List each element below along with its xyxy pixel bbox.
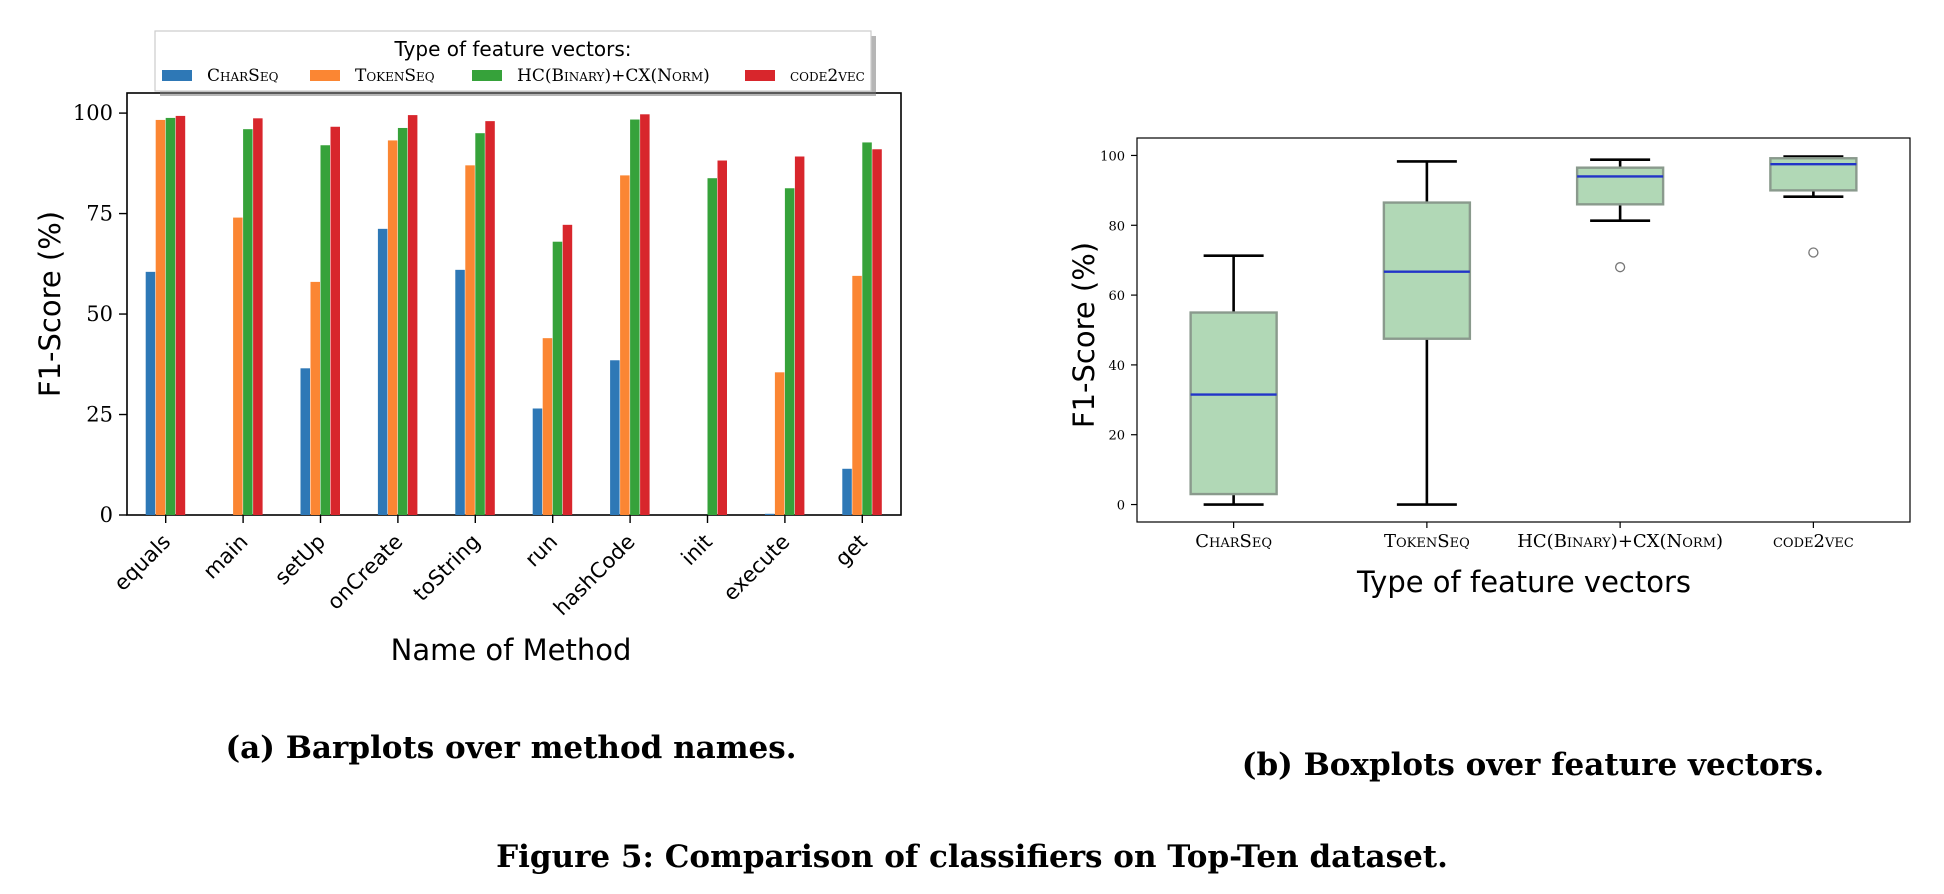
figure-caption: Figure 5: Comparison of classifiers on T… bbox=[496, 839, 1448, 875]
bar bbox=[542, 338, 553, 515]
box-x-tick-label: code2vec bbox=[1773, 531, 1854, 552]
box-y-axis-label: F1-Score (%) bbox=[1067, 242, 1101, 428]
bar bbox=[387, 140, 398, 516]
box-y-tick-label: 20 bbox=[1108, 429, 1125, 444]
box-outlier bbox=[1808, 247, 1819, 258]
bar bbox=[764, 513, 775, 515]
bar-y-tick-label: 25 bbox=[86, 403, 113, 427]
box-y-tick-label: 0 bbox=[1117, 499, 1125, 514]
bar-legend: Type of feature vectors: CharSeq TokenSeq… bbox=[154, 30, 876, 96]
legend-label: CharSeq bbox=[207, 66, 279, 86]
bar bbox=[407, 115, 418, 515]
bar-marks bbox=[145, 114, 882, 516]
bar-x-tick-label: onCreate bbox=[323, 530, 408, 615]
box-y-tick-label: 100 bbox=[1100, 149, 1125, 164]
bar bbox=[842, 468, 852, 515]
bar bbox=[145, 271, 156, 515]
bar bbox=[562, 224, 573, 515]
bar bbox=[300, 368, 310, 515]
bar bbox=[165, 117, 176, 516]
bar bbox=[310, 281, 320, 515]
box-x-tick-label: HC(Binary)+CX(Norm) bbox=[1517, 531, 1723, 552]
bar-x-tick-label: equals bbox=[109, 530, 175, 596]
bar bbox=[552, 241, 563, 515]
bar-legend-title: Type of feature vectors: bbox=[393, 37, 631, 61]
bar bbox=[243, 129, 253, 515]
bar bbox=[320, 145, 330, 515]
bar-x-tick-label: run bbox=[520, 530, 562, 572]
bar-x-tick-label: setUp bbox=[270, 530, 330, 590]
box-group bbox=[1189, 254, 1278, 506]
bar bbox=[620, 175, 630, 515]
bar bbox=[610, 360, 620, 515]
bar-y-tick-label: 0 bbox=[100, 503, 113, 527]
bar-x-tick-label: execute bbox=[719, 530, 795, 606]
bar bbox=[485, 121, 495, 515]
box-outlier bbox=[1614, 262, 1626, 273]
box-iqr bbox=[1189, 311, 1278, 496]
bar bbox=[377, 228, 388, 515]
box-x-tick-label: CharSeq bbox=[1195, 531, 1272, 552]
bar bbox=[532, 408, 543, 515]
panel-a-caption: (a) Barplots over method names. bbox=[226, 730, 797, 766]
bar bbox=[233, 217, 243, 516]
box-y-axis: 0 20 40 60 80 100 bbox=[1100, 149, 1137, 514]
legend-swatch bbox=[745, 70, 775, 81]
legend-label: TokenSeq bbox=[355, 66, 435, 86]
box-group bbox=[1575, 158, 1665, 273]
bar-y-tick-label: 100 bbox=[73, 101, 113, 125]
legend-label: code2vec bbox=[790, 66, 865, 86]
bar bbox=[155, 119, 166, 516]
bar bbox=[455, 269, 465, 515]
bar bbox=[475, 133, 485, 515]
bar bbox=[774, 372, 785, 515]
bar bbox=[330, 126, 340, 515]
bar-x-tick-label: hashCode bbox=[549, 530, 640, 621]
bar bbox=[852, 275, 862, 515]
bar-x-tick-label: toString bbox=[409, 530, 485, 606]
box-x-axis: CharSeq TokenSeq HC(Binary)+CX(Norm) code2v… bbox=[1195, 522, 1854, 552]
bar bbox=[397, 127, 408, 516]
bar bbox=[253, 118, 263, 515]
bar bbox=[640, 114, 650, 515]
box-y-tick-label: 40 bbox=[1108, 359, 1125, 374]
box-plot-panel: 0 20 40 60 80 100 CharSeq TokenSeq HC(Binary)+C… bbox=[1067, 137, 1911, 599]
panel-b-caption: (b) Boxplots over feature vectors. bbox=[1242, 747, 1824, 783]
bar-y-axis-label: F1-Score (%) bbox=[33, 211, 67, 397]
bar bbox=[872, 149, 882, 515]
bar bbox=[175, 115, 186, 515]
bar bbox=[784, 188, 795, 515]
bar bbox=[794, 156, 805, 515]
bar-y-axis: 0 25 50 75 100 bbox=[73, 101, 127, 527]
legend-label: HC(Binary)+CX(Norm) bbox=[517, 66, 710, 86]
box-group bbox=[1382, 160, 1472, 506]
bar bbox=[630, 119, 640, 516]
box-marks bbox=[1189, 155, 1858, 506]
box-plot-frame bbox=[1136, 137, 1911, 523]
bar bbox=[465, 165, 475, 516]
bar bbox=[717, 160, 727, 515]
bar bbox=[707, 178, 717, 516]
box-y-tick-label: 80 bbox=[1108, 219, 1125, 234]
bar bbox=[862, 142, 872, 516]
bar-x-tick-label: main bbox=[199, 530, 253, 584]
bar-y-tick-label: 75 bbox=[86, 202, 113, 226]
bar-x-tick-label: get bbox=[830, 530, 871, 571]
bar-y-tick-label: 50 bbox=[86, 302, 113, 326]
box-iqr bbox=[1575, 166, 1665, 206]
box-x-axis-label: Type of feature vectors bbox=[1356, 565, 1691, 599]
legend-swatch bbox=[310, 70, 340, 81]
box-group bbox=[1769, 155, 1858, 258]
legend-swatch bbox=[162, 70, 192, 81]
bar-x-tick-label: init bbox=[677, 530, 717, 570]
box-y-tick-label: 60 bbox=[1108, 289, 1125, 304]
bar-x-axis-label: Name of Method bbox=[391, 633, 632, 667]
box-x-tick-label: TokenSeq bbox=[1384, 531, 1470, 552]
legend-swatch bbox=[472, 70, 502, 81]
